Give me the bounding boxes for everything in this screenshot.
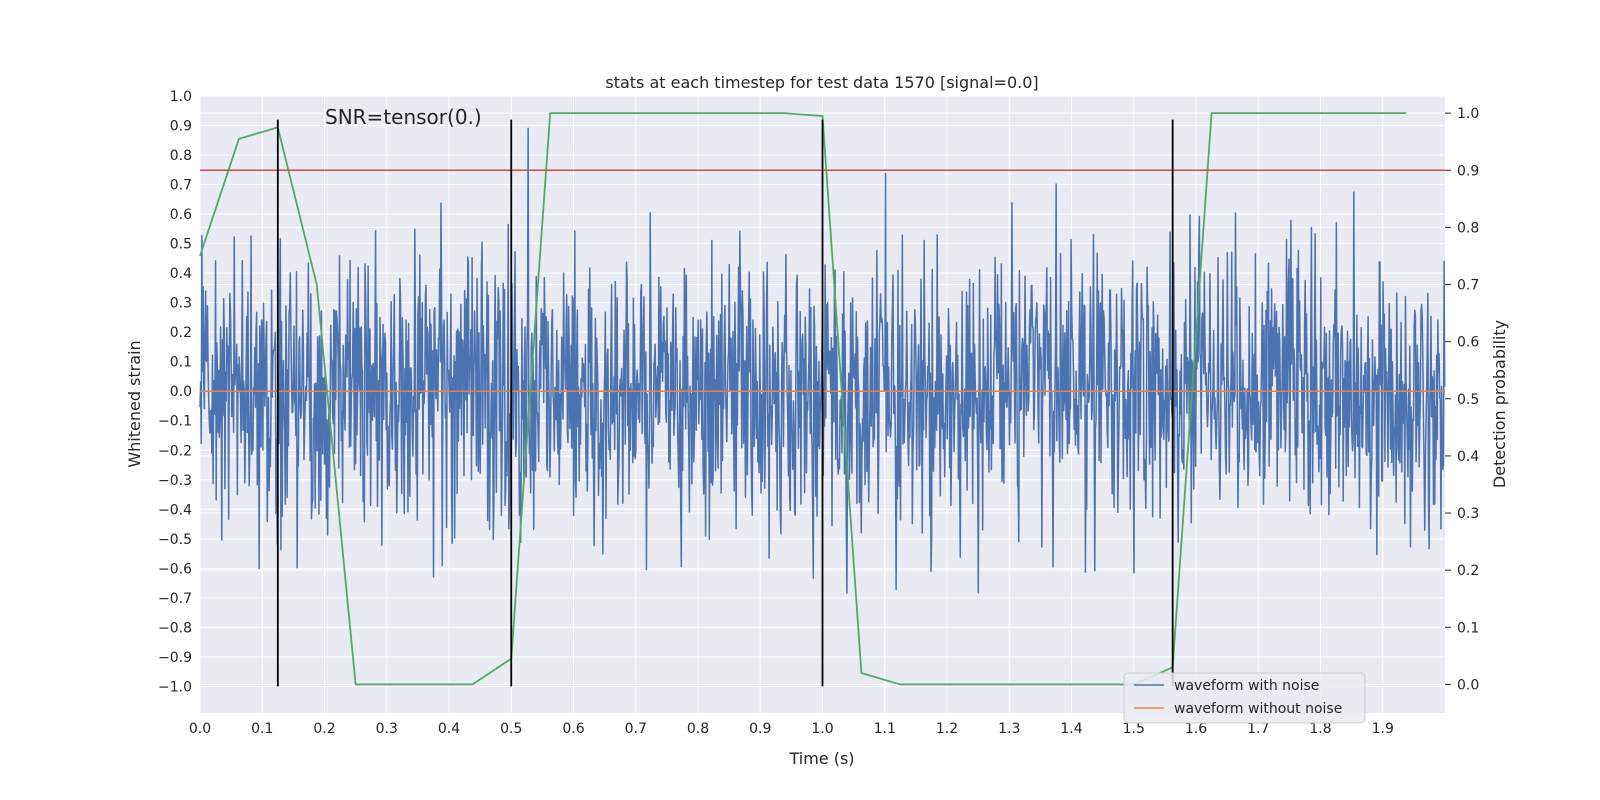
x-tick-15: 1.5 (1123, 721, 1145, 737)
y-tick-12: 0.2 (170, 325, 192, 341)
x-tick-14: 1.4 (1060, 721, 1082, 737)
x-tick-12: 1.2 (936, 721, 958, 737)
x-tick-5: 0.5 (500, 721, 522, 737)
x-tick-2: 0.2 (313, 721, 335, 737)
y-tick-10: 0.0 (170, 384, 192, 400)
x-tick-0: 0.0 (189, 721, 211, 737)
y2-tick-7: 0.7 (1457, 278, 1479, 294)
y-tick-4: −0.6 (158, 561, 192, 577)
x-tick-4: 0.4 (438, 721, 460, 737)
y2-tick-0: 0.0 (1457, 677, 1479, 693)
x-tick-10: 1.0 (811, 721, 833, 737)
y-tick-0: −1.0 (158, 679, 192, 695)
y-tick-2: −0.8 (158, 620, 192, 636)
y2-tick-6: 0.6 (1457, 335, 1479, 351)
x-tick-17: 1.7 (1247, 721, 1269, 737)
y-tick-18: 0.8 (170, 148, 192, 164)
x-tick-9: 0.9 (749, 721, 771, 737)
y2-tick-labels: 0.0 0.1 0.2 0.3 0.4 0.5 0.6 0.7 0.8 0.9 1.0 (1445, 106, 1479, 693)
y2-tick-3: 0.3 (1457, 506, 1479, 522)
chart-title: stats at each timestep for test data 157… (605, 73, 1038, 92)
y2-axis-label: Detection probability (1490, 320, 1509, 488)
legend-label-noisy: waveform with noise (1174, 678, 1319, 694)
x-tick-3: 0.3 (376, 721, 398, 737)
legend-label-clean: waveform without noise (1174, 701, 1342, 717)
y2-tick-4: 0.4 (1457, 449, 1479, 465)
y-tick-19: 0.9 (170, 119, 192, 135)
legend-box (1123, 672, 1366, 724)
x-tick-18: 1.8 (1309, 721, 1331, 737)
y2-tick-10: 1.0 (1457, 106, 1479, 122)
y2-tick-1: 0.1 (1457, 620, 1479, 636)
series-layer (199, 112, 1446, 687)
y2-tick-9: 0.9 (1457, 163, 1479, 179)
x-tick-1: 0.1 (251, 721, 273, 737)
y-tick-7: −0.3 (158, 473, 192, 489)
y-tick-11: 0.1 (170, 355, 192, 371)
x-tick-13: 1.3 (998, 721, 1020, 737)
y-tick-8: −0.2 (158, 443, 192, 459)
x-tick-11: 1.1 (874, 721, 896, 737)
x-tick-8: 0.8 (687, 721, 709, 737)
y-tick-14: 0.4 (170, 266, 192, 282)
y-tick-17: 0.7 (170, 178, 192, 194)
y-tick-labels: −1.0 −0.9 −0.8 −0.7 −0.6 −0.5 −0.4 −0.3 −0.2 −0.1… (158, 89, 192, 695)
y-tick-13: 0.3 (170, 296, 192, 312)
y2-tick-5: 0.5 (1457, 392, 1479, 408)
y-tick-9: −0.1 (158, 414, 192, 430)
y2-tick-2: 0.2 (1457, 563, 1479, 579)
x-tick-labels: 0.0 0.1 0.2 0.3 0.4 0.5 0.6 0.7 0.8 0.9 1.0 1.1 1.2 1… (189, 721, 1394, 737)
y-tick-1: −0.9 (158, 650, 192, 666)
y-tick-20: 1.0 (170, 89, 192, 105)
y2-tick-8: 0.8 (1457, 220, 1479, 236)
legend: waveform with noise waveform without noi… (1123, 672, 1366, 724)
y-tick-6: −0.4 (158, 502, 192, 518)
snr-annotation: SNR=tensor(0.) (325, 105, 482, 129)
x-tick-7: 0.7 (625, 721, 647, 737)
y-tick-15: 0.5 (170, 237, 192, 253)
x-tick-6: 0.6 (562, 721, 584, 737)
y-tick-3: −0.7 (158, 591, 192, 607)
y-tick-16: 0.6 (170, 207, 192, 223)
y-tick-5: −0.5 (158, 532, 192, 548)
y-axis-label: Whitened strain (125, 340, 144, 467)
series-detection-probability (199, 112, 1407, 686)
x-tick-16: 1.6 (1185, 721, 1207, 737)
x-tick-19: 1.9 (1372, 721, 1394, 737)
x-axis-label: Time (s) (788, 749, 854, 768)
